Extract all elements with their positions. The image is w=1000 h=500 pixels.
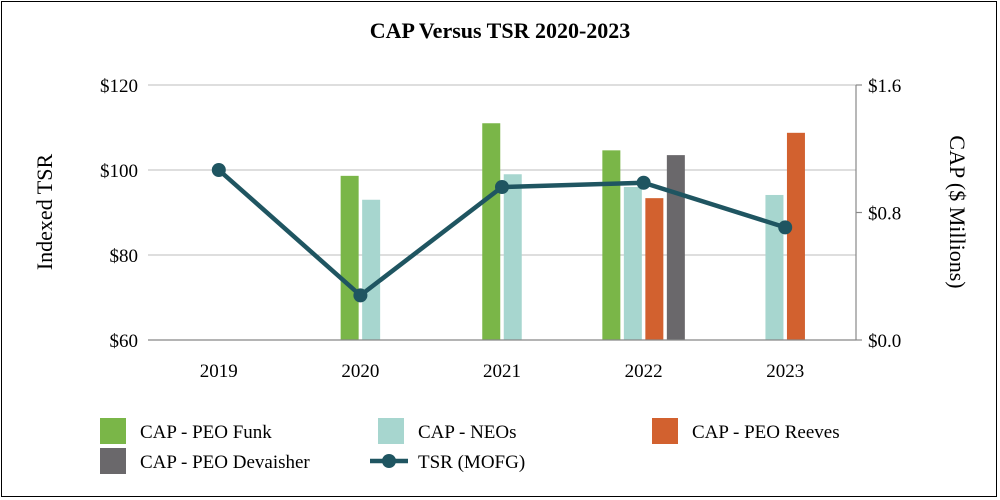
bar-cap-peo-reeves <box>645 198 664 340</box>
bar-cap-peo-funk <box>602 150 621 340</box>
gridlines <box>148 84 856 256</box>
bar-cap-peo-funk <box>340 175 359 340</box>
legend-swatch <box>100 418 126 444</box>
y-left-tick-label: $100 <box>100 161 138 182</box>
legend-label: TSR (MOFG) <box>418 452 525 473</box>
tsr-point <box>636 175 651 190</box>
y-axis-right-label: CAP ($ Millions) <box>945 135 970 288</box>
y-left-tick-label: $60 <box>110 331 139 352</box>
legend-label: CAP - PEO Funk <box>140 422 272 443</box>
bar-cap-peo-devaisher <box>666 155 685 340</box>
legend-label: CAP - PEO Reeves <box>692 422 840 443</box>
legend-label: CAP - NEOs <box>418 422 517 443</box>
bar-cap-neos <box>623 187 642 340</box>
x-tick-label: 2021 <box>483 361 521 382</box>
x-tick-label: 2023 <box>766 361 804 382</box>
y-axis-left-label: Indexed TSR <box>32 154 57 271</box>
y-left-tick-label: $120 <box>100 76 138 97</box>
x-tick-label: 2022 <box>625 361 663 382</box>
y-right-tick-label: $0.8 <box>868 204 901 225</box>
x-tick-label: 2020 <box>341 361 379 382</box>
legend-swatch <box>378 418 404 444</box>
legend-line-marker <box>382 454 396 468</box>
tsr-point <box>211 163 226 177</box>
tsr-point <box>495 180 509 194</box>
bar-series <box>340 123 805 340</box>
bar-cap-peo-funk <box>482 123 501 340</box>
bar-cap-neos <box>765 194 784 340</box>
legend: CAP - PEO Funk CAP - NEOs CAP - PEO Reeves… <box>100 418 840 474</box>
legend-label: CAP - PEO Devaisher <box>140 452 310 473</box>
tsr-line-series <box>211 163 793 303</box>
axes: $60 $80 $100 $120 $0.0 $0.8 $1.6 2019 2020 2021 20… <box>100 76 901 382</box>
y-right-tick-label: $0.0 <box>868 331 901 352</box>
y-right-tick-label: $1.6 <box>868 76 901 97</box>
y-left-tick-label: $80 <box>110 246 139 267</box>
chart-title: CAP Versus TSR 2020-2023 <box>370 18 631 43</box>
tsr-point <box>778 220 793 235</box>
bar-cap-peo-reeves <box>786 132 805 340</box>
x-tick-label: 2019 <box>200 361 238 382</box>
tsr-point <box>353 288 368 303</box>
bar-cap-neos <box>503 174 522 340</box>
bar-cap-neos <box>362 199 381 340</box>
legend-swatch <box>652 418 678 444</box>
legend-swatch <box>100 448 126 474</box>
